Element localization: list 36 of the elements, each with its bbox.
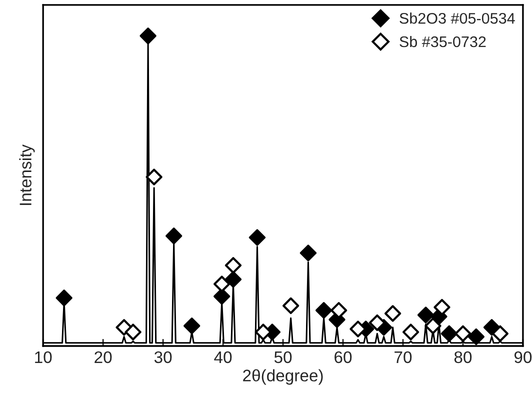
x-tick-label: 10 bbox=[35, 351, 52, 364]
x-axis-title: 2θ(degree) bbox=[243, 369, 323, 385]
point bbox=[214, 288, 230, 305]
point bbox=[492, 325, 508, 342]
point bbox=[483, 319, 500, 336]
point bbox=[224, 271, 242, 288]
x-tick-label: 60 bbox=[334, 351, 352, 364]
x-tick-label: 20 bbox=[94, 351, 112, 364]
point bbox=[248, 229, 266, 246]
point bbox=[224, 257, 242, 274]
point bbox=[146, 168, 162, 186]
point bbox=[166, 228, 182, 244]
point bbox=[468, 328, 484, 346]
point bbox=[214, 276, 230, 292]
y-axis-title: Intensity bbox=[19, 144, 35, 205]
x-tick-label: 50 bbox=[274, 351, 292, 364]
x-tick-label: 90 bbox=[514, 351, 532, 364]
point bbox=[124, 324, 142, 340]
point bbox=[440, 325, 458, 342]
legend-label: Sb2O3 #05-0534 bbox=[400, 12, 515, 24]
point bbox=[402, 324, 420, 340]
point bbox=[417, 306, 434, 324]
point bbox=[184, 318, 200, 334]
point bbox=[315, 302, 332, 319]
x-tick-label: 30 bbox=[154, 351, 172, 364]
point bbox=[282, 297, 300, 314]
x-tick-label: 80 bbox=[454, 351, 472, 364]
point bbox=[300, 244, 317, 262]
point bbox=[56, 290, 72, 306]
point bbox=[454, 325, 472, 342]
point bbox=[424, 318, 442, 334]
point bbox=[384, 305, 402, 322]
x-tick-label: 40 bbox=[214, 351, 232, 364]
point bbox=[140, 28, 156, 44]
x-tick-label: 70 bbox=[394, 351, 412, 364]
legend-label: Sb #35-0732 bbox=[400, 36, 486, 48]
